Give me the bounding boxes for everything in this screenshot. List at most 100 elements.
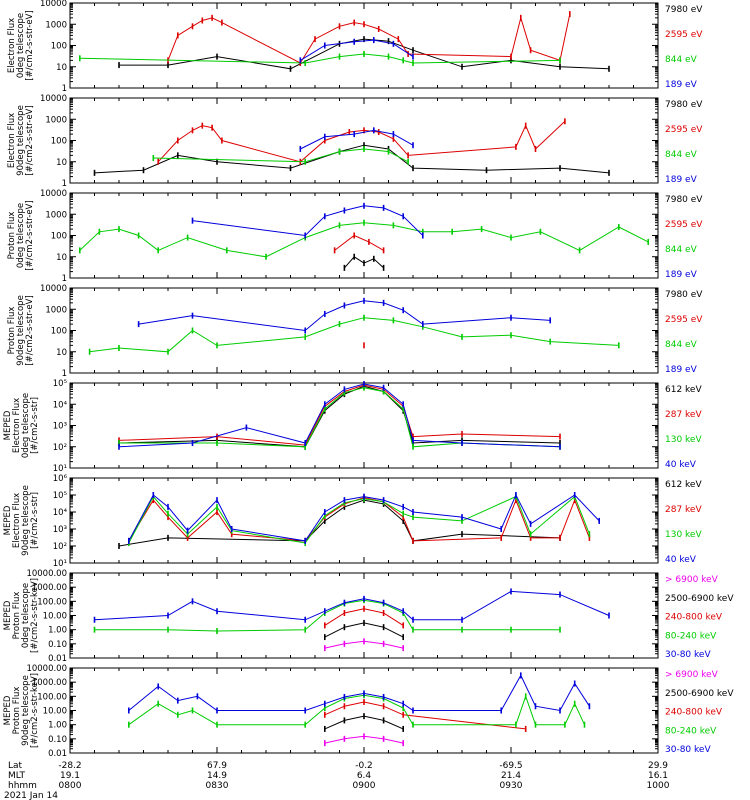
data-point-240-800-kev bbox=[382, 703, 385, 710]
data-point-2500-6900-kev bbox=[363, 619, 365, 626]
data-point-287-kev bbox=[515, 497, 517, 504]
y-tick-label: 10⁵ bbox=[53, 491, 67, 501]
data-point-2595-ev bbox=[177, 32, 179, 39]
legend-entry: 7980 eV bbox=[665, 195, 703, 205]
y-tick-label: 0.01 bbox=[48, 654, 67, 664]
data-point-130-kev bbox=[118, 440, 120, 447]
data-point--6900-kev bbox=[363, 733, 365, 740]
legend-entry: > 6900 keV bbox=[665, 670, 719, 680]
y-axis-label: [#/cm2-s-str-eV] bbox=[25, 10, 35, 80]
legend-entry: 189 eV bbox=[665, 175, 698, 185]
x-tick-mlt: 19.1 bbox=[60, 771, 80, 781]
data-point-287-kev bbox=[588, 534, 591, 541]
y-tick-label: 0.10 bbox=[48, 735, 67, 745]
data-point-844-ev bbox=[338, 148, 341, 155]
data-point-130-kev bbox=[402, 510, 404, 517]
y-tick-label: 1 bbox=[62, 369, 67, 379]
data-point-287-kev bbox=[412, 433, 414, 440]
y-tick-label: 1 bbox=[62, 274, 67, 284]
data-point-30-80-kev bbox=[304, 707, 306, 714]
data-point-7980-ev bbox=[289, 165, 292, 172]
data-point-30-80-kev bbox=[534, 703, 537, 710]
data-point-40-kev bbox=[461, 440, 463, 447]
data-point-844-ev bbox=[137, 232, 140, 239]
y-tick-label: 100.00 bbox=[37, 692, 67, 702]
legend-entry: 2595 eV bbox=[665, 125, 703, 135]
data-point-30-80-kev bbox=[93, 616, 96, 623]
data-point-844-ev bbox=[451, 228, 453, 235]
data-point-844-ev bbox=[578, 247, 581, 254]
data-point-30-80-kev bbox=[324, 608, 326, 615]
data-point-844-ev bbox=[647, 238, 649, 245]
y-tick-label: 10⁴ bbox=[53, 508, 68, 518]
y-axis-label: 0deg telescope bbox=[16, 203, 26, 268]
data-point-80-240-kev bbox=[402, 705, 404, 712]
data-point-30-80-kev bbox=[412, 616, 414, 623]
data-point-189-ev bbox=[353, 38, 355, 45]
data-point-30-80-kev bbox=[177, 697, 179, 704]
data-point-130-kev bbox=[382, 388, 385, 395]
data-point-7980-ev bbox=[142, 167, 145, 174]
legend-entry: > 6900 keV bbox=[665, 575, 719, 585]
data-point-189-ev bbox=[422, 321, 424, 328]
series-line-189-ev bbox=[300, 129, 414, 150]
series-line-40-kev bbox=[118, 383, 561, 448]
data-point-40-kev bbox=[412, 437, 414, 444]
data-point-40-kev bbox=[118, 443, 120, 450]
y-axis-label: 0deg telescope bbox=[21, 393, 31, 458]
data-point-7980-ev bbox=[510, 57, 512, 64]
data-point-40-kev bbox=[191, 440, 194, 447]
data-point-7980-ev bbox=[363, 36, 365, 43]
legend-entry: 30-80 keV bbox=[665, 650, 711, 660]
data-point-7980-ev bbox=[559, 63, 561, 70]
data-point-40-kev bbox=[363, 380, 365, 387]
data-point-844-ev bbox=[88, 348, 91, 355]
data-point-40-kev bbox=[598, 517, 600, 524]
data-point-80-240-kev bbox=[216, 628, 218, 635]
panel-3 bbox=[69, 192, 659, 279]
y-axis-label: MEPED bbox=[3, 410, 13, 440]
data-point-80-240-kev bbox=[510, 626, 512, 633]
y-tick-label: 10000.00 bbox=[26, 664, 67, 674]
y-tick-label: 1.00 bbox=[48, 626, 67, 636]
data-point-80-240-kev bbox=[157, 700, 159, 707]
series-line-2595-ev bbox=[334, 234, 384, 251]
data-point-7980-ev bbox=[485, 167, 488, 174]
legend-entry: 189 eV bbox=[665, 80, 698, 90]
y-tick-label: 10000 bbox=[40, 189, 67, 199]
data-point-2595-ev bbox=[353, 19, 355, 26]
legend-entry: 2595 eV bbox=[665, 315, 703, 325]
data-point-2595-ev bbox=[363, 21, 365, 28]
data-point-612-kev bbox=[559, 440, 561, 447]
data-point-287-kev bbox=[412, 537, 414, 544]
x-tick-hhmm: 0830 bbox=[206, 781, 229, 791]
data-point-240-800-kev bbox=[343, 703, 346, 710]
data-point-30-80-kev bbox=[216, 707, 218, 714]
x-tick-lat: -28.2 bbox=[58, 761, 81, 771]
y-tick-label: 0.01 bbox=[48, 749, 67, 759]
legend-entry: 844 eV bbox=[665, 245, 698, 255]
y-tick-label: 0.10 bbox=[48, 640, 67, 650]
x-tick-mlt: 6.4 bbox=[357, 771, 372, 781]
panel-8 bbox=[69, 667, 659, 754]
data-point-7980-ev bbox=[387, 38, 390, 45]
y-axis-label: [#/cm2-s-str] bbox=[30, 492, 40, 549]
data-point-2595-ev bbox=[191, 23, 194, 30]
data-point-7980-ev bbox=[216, 158, 218, 165]
data-point-40-kev bbox=[573, 492, 576, 498]
data-point-2595-ev bbox=[363, 127, 365, 134]
series-line-240-800-kev bbox=[324, 701, 526, 730]
data-point-40-kev bbox=[402, 503, 404, 510]
y-tick-label: 10 bbox=[56, 348, 67, 358]
data-point-2595-ev bbox=[333, 247, 336, 254]
data-point-612-kev bbox=[324, 517, 326, 524]
data-point-612-kev bbox=[167, 534, 169, 541]
data-point-189-ev bbox=[343, 302, 346, 309]
data-point-2500-6900-kev bbox=[363, 713, 365, 720]
data-point-80-240-kev bbox=[412, 721, 414, 728]
data-point-240-800-kev bbox=[363, 698, 365, 705]
data-point-189-ev bbox=[324, 310, 326, 317]
data-point-287-kev bbox=[216, 433, 218, 440]
data-point--6900-kev bbox=[343, 735, 346, 742]
data-point-189-ev bbox=[299, 145, 302, 152]
